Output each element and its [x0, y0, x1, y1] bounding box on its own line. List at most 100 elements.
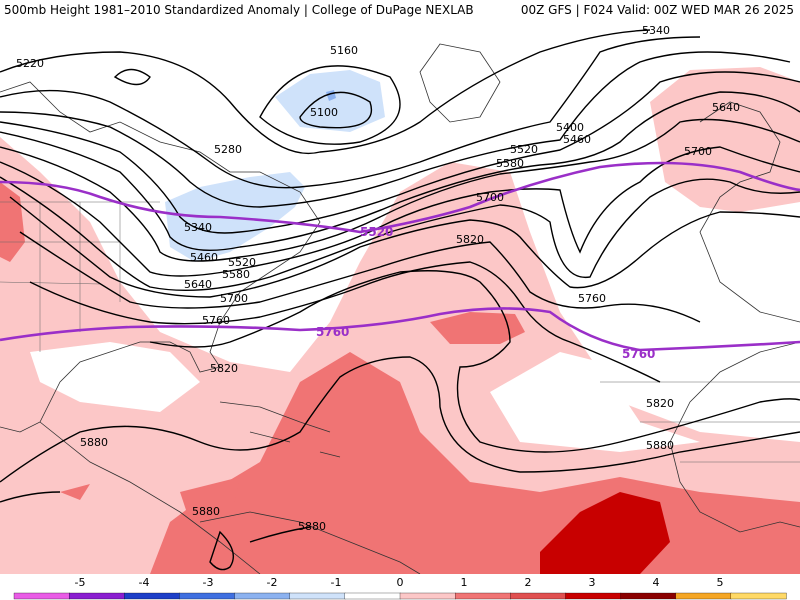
extreme-positive-anomaly: [540, 492, 670, 574]
neutral-area-atlantic: [490, 352, 700, 452]
strong-positive-anomaly-caribbean: [60, 477, 240, 522]
contour-label: 5340: [184, 221, 212, 234]
reference-label: 5760: [622, 347, 655, 361]
contour-line: [209, 530, 234, 571]
contour-line: [149, 270, 800, 453]
color-scale-swatch: [68, 592, 125, 600]
color-scale-tick-label: 5: [717, 576, 724, 589]
contour-line: [0, 29, 651, 155]
color-scale-tick-label: 4: [653, 576, 660, 589]
contour-label: 5340: [642, 24, 670, 37]
contour-line: [29, 261, 661, 383]
contour-label: 5880: [646, 439, 674, 452]
contour-label: 5820: [646, 397, 674, 410]
central-america-coast: [39, 421, 261, 574]
contour-label: 5280: [214, 143, 242, 156]
contour-label: 5520: [510, 143, 538, 156]
contour-label: 5880: [192, 505, 220, 518]
color-scale-swatch: [289, 592, 346, 600]
europe-coast: [699, 101, 800, 323]
contour-label: 5100: [310, 106, 338, 119]
contour-labels: 5340 5220 5160 5100 5280 5400 5460 5520 …: [16, 24, 740, 533]
positive-anomaly-east: [650, 67, 800, 212]
contour-label: 5640: [712, 101, 740, 114]
color-scale-swatch: [454, 592, 511, 600]
color-scale-swatch: [399, 592, 456, 600]
color-scale-tick-label: 3: [589, 576, 596, 589]
north-america-coast: [0, 81, 321, 433]
contour-label: 5760: [202, 314, 230, 327]
contour-line: [0, 51, 791, 208]
color-scale-swatch: [234, 592, 291, 600]
map-title: 500mb Height 1981–2010 Standardized Anom…: [4, 3, 474, 17]
contour-label: 5880: [298, 520, 326, 533]
border-lines: [0, 201, 800, 463]
contour-line: [0, 71, 800, 234]
contour-line: [0, 91, 800, 252]
contour-label: 5820: [210, 362, 238, 375]
color-scale-swatches: [13, 592, 787, 600]
color-scale-swatch: [344, 592, 401, 600]
contour-label: 5520: [228, 256, 256, 269]
greenland-coast: [419, 43, 501, 123]
contour-label: 5160: [330, 44, 358, 57]
contour-line: [0, 356, 800, 483]
reference-label: 5760: [316, 325, 349, 339]
contour-label: 5820: [456, 233, 484, 246]
africa-coast: [669, 341, 800, 533]
reference-labels: 5520 5760 5760: [316, 225, 655, 361]
header: 500mb Height 1981–2010 Standardized Anom…: [0, 0, 800, 22]
color-scale-tick-label: -2: [267, 576, 278, 589]
contour-label: 5580: [222, 268, 250, 281]
contour-label: 5220: [16, 57, 44, 70]
south-america-coast: [199, 511, 421, 574]
contour-line: [0, 491, 311, 543]
color-scale-tick-label: -3: [203, 576, 214, 589]
contour-line: [0, 146, 800, 277]
model-run-info: 00Z GFS | F024 Valid: 00Z WED MAR 26 202…: [520, 3, 794, 17]
contour-label: 5400: [556, 121, 584, 134]
color-scale-bar: -5 -4 -3 -2 -1 0 1 2 3 4 5: [0, 574, 800, 600]
contour-label: 5460: [563, 133, 591, 146]
contour-line: [19, 231, 701, 323]
positive-anomaly-west: [0, 137, 800, 574]
color-scale-swatch: [179, 592, 236, 600]
color-scale-swatch: [510, 592, 567, 600]
contour-line: [299, 91, 373, 129]
color-scale-swatch: [565, 592, 622, 600]
color-scale-swatch: [730, 592, 787, 600]
color-scale-tick-label: 2: [525, 576, 532, 589]
weather-map: 5340 5220 5160 5100 5280 5400 5460 5520 …: [0, 24, 800, 574]
reference-label: 5520: [360, 225, 393, 239]
contour-label: 5880: [80, 436, 108, 449]
negative-anomaly-labrador: [275, 70, 385, 132]
neutral-area-gulf: [30, 342, 200, 412]
color-scale-swatch: [620, 592, 677, 600]
contour-line: [0, 118, 800, 262]
contour-label: 5700: [476, 191, 504, 204]
color-scale-tick-label: -5: [75, 576, 86, 589]
color-scale-swatch: [675, 592, 732, 600]
contour-label: 5760: [578, 292, 606, 305]
contour-label: 5580: [496, 157, 524, 170]
reference-contour-5520: [0, 161, 800, 234]
contour-label: 5640: [184, 278, 212, 291]
contour-line: [259, 65, 401, 145]
color-scale-ticks: -5 -4 -3 -2 -1 0 1 2 3 4 5: [75, 576, 724, 589]
color-scale-swatch: [13, 592, 70, 600]
reference-contour-5760: [0, 307, 800, 352]
contour-line: [113, 68, 151, 86]
height-contours: [0, 29, 800, 571]
color-scale-tick-label: 1: [461, 576, 468, 589]
contour-line: [0, 36, 701, 189]
color-scale-tick-label: -4: [139, 576, 150, 589]
strong-positive-anomaly-central: [430, 312, 525, 344]
color-scale-tick-label: 0: [397, 576, 404, 589]
coastlines: [0, 43, 800, 574]
color-scale-tick-label: -1: [331, 576, 342, 589]
color-scale-swatch: [124, 592, 181, 600]
contour-label: 5460: [190, 251, 218, 264]
contour-label: 5700: [684, 145, 712, 158]
contour-line: [9, 196, 800, 298]
